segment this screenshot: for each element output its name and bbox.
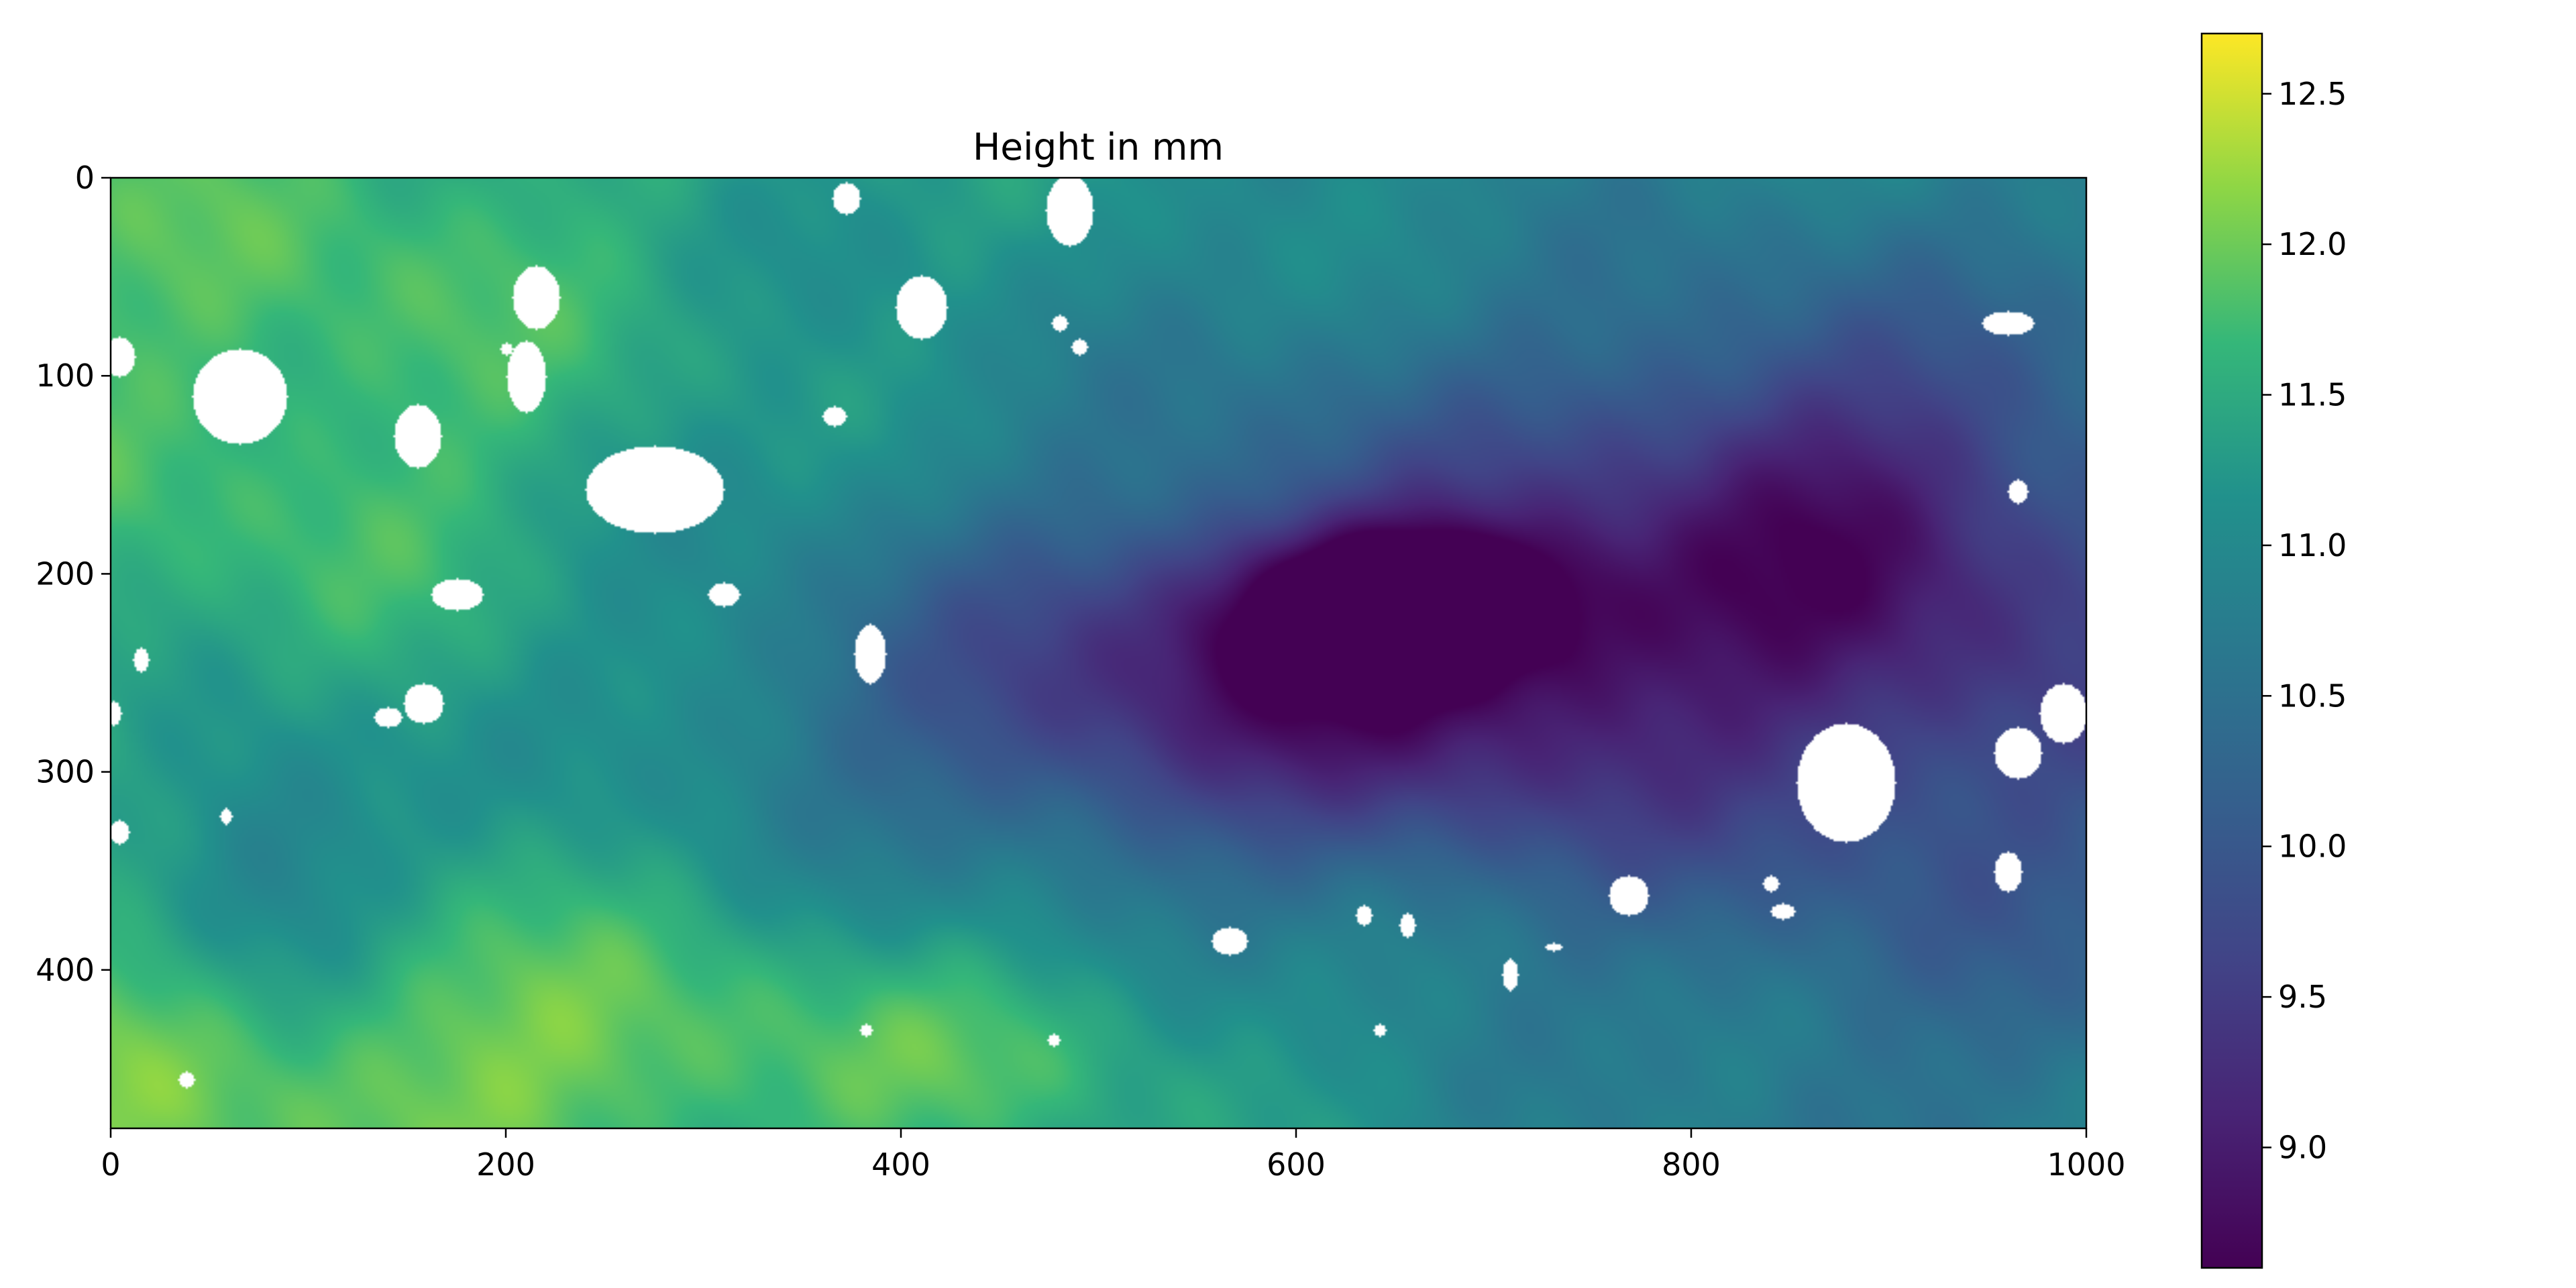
x-tick-label: 600 [1267, 1146, 1326, 1183]
y-tick-label: 300 [36, 754, 95, 790]
x-tick-label: 400 [871, 1146, 930, 1183]
y-axis: 0 100 200 300 400 [36, 160, 111, 988]
colorbar-gradient [2202, 34, 2262, 1268]
y-tick-label: 400 [36, 952, 95, 988]
heatmap-image [111, 178, 2086, 1128]
x-tick-label: 800 [1662, 1146, 1721, 1183]
x-tick-label: 0 [101, 1146, 120, 1183]
y-tick-label: 200 [36, 555, 95, 592]
colorbar-tick-label: 12.0 [2278, 226, 2347, 262]
colorbar-tick-label: 11.0 [2278, 527, 2347, 564]
colorbar-frame [2200, 32, 2263, 1269]
y-tick-label: 100 [36, 358, 95, 394]
y-tick-label: 0 [75, 160, 95, 196]
x-tick-label: 1000 [2047, 1146, 2125, 1183]
colorbar-tick-label: 11.5 [2278, 377, 2347, 413]
colorbar-ticks: 9.0 9.5 10.0 10.5 11.0 11.5 12.0 12.5 [2262, 76, 2347, 1165]
colorbar: 9.0 9.5 10.0 10.5 11.0 11.5 12.0 12.5 [2200, 32, 2347, 1269]
colorbar-tick-label: 12.5 [2278, 76, 2347, 112]
plot-frame [109, 176, 2088, 1130]
colorbar-tick-label: 10.5 [2278, 678, 2347, 714]
colorbar-tick-label: 9.5 [2278, 979, 2327, 1015]
x-axis: 0 200 400 600 800 1000 [101, 1128, 2126, 1183]
heatmap-plot-area [109, 176, 2088, 1130]
colorbar-tick-label: 10.0 [2278, 828, 2347, 865]
colorbar-tick-label: 9.0 [2278, 1129, 2327, 1165]
x-tick-label: 200 [476, 1146, 535, 1183]
chart-title: Height in mm [973, 125, 1224, 168]
